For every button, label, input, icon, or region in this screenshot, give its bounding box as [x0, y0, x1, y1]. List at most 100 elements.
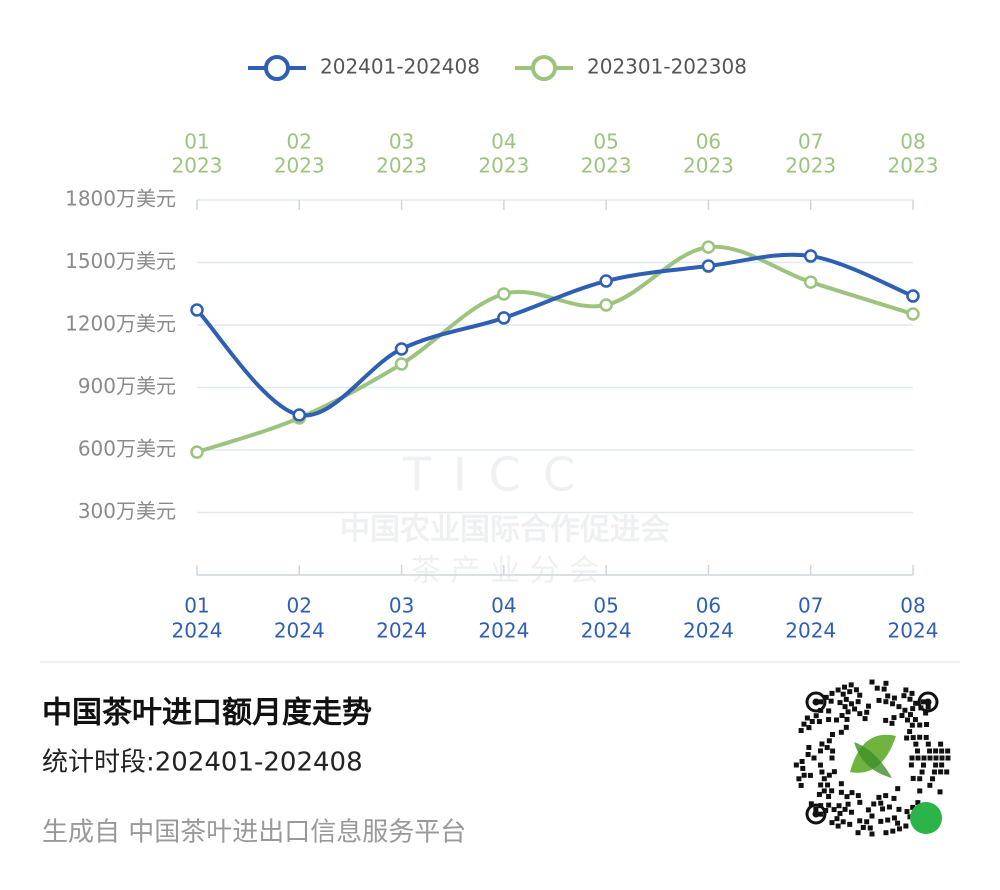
x-tick-year: 2024: [888, 619, 939, 643]
qr-dot: [933, 755, 939, 761]
qr-dot: [828, 698, 834, 704]
qr-dot: [818, 811, 824, 817]
y-tick-label: 300万美元: [78, 499, 176, 523]
qr-dot: [867, 825, 873, 831]
qr-dot: [838, 789, 844, 795]
qr-dot: [907, 729, 913, 735]
qr-dot: [944, 769, 950, 775]
qr-dot: [849, 790, 855, 796]
qr-dot: [938, 741, 944, 747]
qr-dot: [837, 700, 843, 706]
y-tick-label: 900万美元: [78, 374, 176, 398]
qr-dot: [945, 748, 951, 754]
qr-dot: [835, 687, 841, 693]
qr-dot: [852, 706, 858, 712]
qr-dot: [804, 715, 810, 721]
qr-dot: [927, 748, 933, 754]
qr-dot: [909, 690, 915, 696]
qr-dot: [801, 721, 807, 727]
qr-dot: [891, 695, 897, 701]
qr-dot: [844, 794, 850, 800]
qr-dot: [848, 701, 854, 707]
qr-dot: [829, 690, 835, 696]
qr-dot: [903, 687, 909, 693]
data-point: [803, 249, 818, 263]
qr-dot: [910, 735, 916, 741]
qr-dot: [933, 748, 939, 754]
x-tick-year: 2023: [478, 154, 529, 178]
x-tick-label: 06: [696, 594, 721, 618]
qr-dot: [806, 725, 812, 731]
x-tick-label: 03: [389, 130, 414, 154]
qr-dot: [793, 762, 799, 768]
qr-dot: [826, 708, 832, 714]
qr-code: [793, 679, 951, 837]
qr-dot: [917, 734, 923, 740]
qr-dot: [838, 781, 844, 787]
qr-dot: [904, 735, 910, 741]
x-tick-label: 05: [593, 594, 618, 618]
qr-dot: [883, 699, 889, 705]
y-tick-label: 600万美元: [78, 437, 176, 461]
qr-dot: [895, 820, 901, 826]
qr-dot: [889, 720, 895, 726]
qr-dot: [798, 728, 804, 734]
qr-dot: [836, 803, 842, 809]
qr-dot: [878, 818, 884, 824]
qr-dot: [842, 684, 848, 690]
x-tick-label: 06: [696, 130, 721, 154]
qr-dot: [842, 704, 848, 710]
qr-dot: [831, 807, 837, 813]
qr-dot: [915, 755, 921, 761]
qr-dot: [809, 718, 815, 724]
qr-dot: [808, 801, 814, 807]
qr-dot: [876, 697, 882, 703]
legend-label: 202401-202408: [320, 55, 480, 79]
legend-marker: [531, 55, 557, 81]
qr-dot: [826, 802, 832, 808]
data-point: [190, 303, 204, 317]
qr-dot: [843, 724, 849, 730]
qr-dot: [881, 686, 887, 692]
qr-finder: [812, 698, 820, 706]
qr-dot: [938, 769, 944, 775]
qr-dot: [799, 758, 805, 764]
qr-dot: [909, 722, 915, 728]
qr-dot: [939, 755, 945, 761]
qr-dot: [855, 793, 861, 799]
qr-dot: [838, 729, 844, 735]
qr-dot: [798, 782, 804, 788]
x-tick-year: 2024: [376, 619, 427, 643]
qr-dot: [896, 826, 902, 832]
qr-dot: [891, 815, 897, 821]
plot: 300万美元 600万美元 900万美元 1200万美元 1500万美元 1800万美元 0…: [65, 55, 938, 643]
qr-dot: [925, 704, 931, 710]
y-tick-label: 1200万美元: [65, 312, 176, 336]
qr-dot: [912, 717, 918, 723]
qr-dot: [869, 679, 875, 685]
qr-dot: [800, 765, 806, 771]
qr-dot: [883, 717, 889, 723]
x-tick-year: 2024: [683, 619, 734, 643]
qr-dot: [874, 685, 880, 691]
qr-dot: [826, 793, 832, 799]
x-tick-label: 01: [184, 130, 209, 154]
qr-dot: [835, 823, 841, 829]
qr-dot: [917, 788, 923, 794]
data-point: [599, 298, 613, 312]
qr-dot: [878, 800, 884, 806]
data-point: [190, 445, 204, 459]
data-point: [394, 357, 409, 371]
qr-dot: [829, 820, 835, 826]
footer-period: 统计时段:202401-202408: [42, 748, 363, 778]
qr-dot: [925, 741, 931, 747]
qr-dot: [904, 809, 910, 815]
qr-dot: [842, 806, 848, 812]
qr-dot: [807, 772, 813, 778]
qr-dot: [816, 719, 822, 725]
qr-dot: [829, 731, 835, 737]
qr-dot: [857, 692, 863, 698]
x-tick-year: 2023: [683, 154, 734, 178]
data-point: [803, 275, 818, 289]
qr-dot: [939, 762, 945, 768]
